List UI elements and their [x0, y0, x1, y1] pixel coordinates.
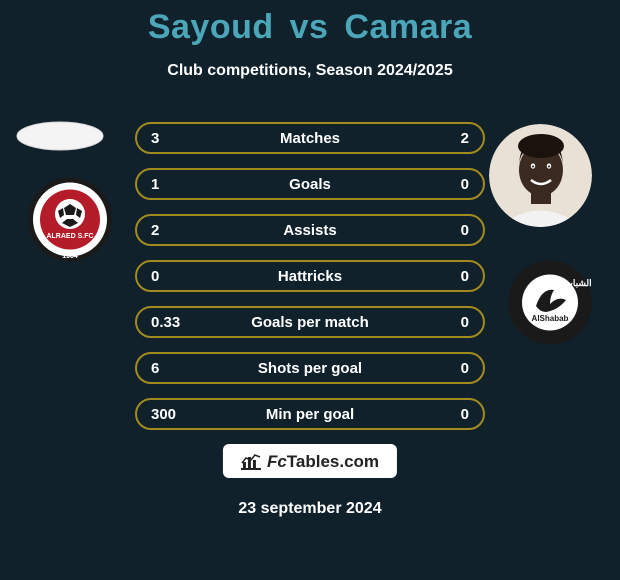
- brand-text: FcTables.com: [267, 452, 379, 472]
- brand-prefix: Fc: [267, 452, 287, 471]
- stats-container: 3 Matches 2 1 Goals 0 2 Assists 0 0 Hatt…: [135, 122, 485, 444]
- stat-value-p2: 0: [461, 406, 469, 423]
- player2-club-badge: AlShabab الشباب: [500, 260, 600, 345]
- brand-suffix: Tables.com: [287, 452, 379, 471]
- comparison-title: Sayoud vs Camara: [0, 8, 620, 47]
- stat-row-min-per-goal: 300 Min per goal 0: [135, 398, 485, 430]
- stat-row-assists: 2 Assists 0: [135, 214, 485, 246]
- stat-value-p2: 0: [461, 314, 469, 331]
- stat-value-p1: 3: [151, 130, 159, 147]
- stat-row-hattricks: 0 Hattricks 0: [135, 260, 485, 292]
- stat-value-p1: 300: [151, 406, 176, 423]
- badge2-text-ar: الشباب: [564, 278, 591, 289]
- stat-row-goals-per-match: 0.33 Goals per match 0: [135, 306, 485, 338]
- stat-label: Goals: [137, 176, 483, 193]
- player1-club-badge: ALRAED S.FC 1954: [20, 177, 120, 262]
- bar-chart-icon: [241, 454, 261, 470]
- stat-value-p1: 0.33: [151, 314, 180, 331]
- stat-value-p1: 1: [151, 176, 159, 193]
- stat-value-p2: 2: [461, 130, 469, 147]
- stat-value-p1: 2: [151, 222, 159, 239]
- stat-value-p2: 0: [461, 268, 469, 285]
- badge1-year: 1954: [62, 253, 78, 260]
- badge1-text: ALRAED S.FC: [46, 233, 93, 240]
- stat-label: Assists: [137, 222, 483, 239]
- stat-value-p1: 6: [151, 360, 159, 377]
- stat-row-shots-per-goal: 6 Shots per goal 0: [135, 352, 485, 384]
- stat-value-p1: 0: [151, 268, 159, 285]
- stat-label: Hattricks: [137, 268, 483, 285]
- player1-photo: [16, 121, 104, 151]
- date: 23 september 2024: [0, 500, 620, 518]
- subtitle: Club competitions, Season 2024/2025: [0, 62, 620, 80]
- stat-label: Goals per match: [137, 314, 483, 331]
- stat-value-p2: 0: [461, 360, 469, 377]
- stat-row-matches: 3 Matches 2: [135, 122, 485, 154]
- player2-photo: [489, 124, 592, 227]
- stat-label: Shots per goal: [137, 360, 483, 377]
- badge2-text-en: AlShabab: [532, 314, 569, 323]
- player2-name: Camara: [344, 8, 472, 46]
- brand-chip: FcTables.com: [223, 444, 397, 478]
- stat-label: Matches: [137, 130, 483, 147]
- title-vs: vs: [290, 8, 329, 46]
- player1-name: Sayoud: [148, 8, 274, 46]
- stat-label: Min per goal: [137, 406, 483, 423]
- stat-value-p2: 0: [461, 222, 469, 239]
- stat-value-p2: 0: [461, 176, 469, 193]
- stat-row-goals: 1 Goals 0: [135, 168, 485, 200]
